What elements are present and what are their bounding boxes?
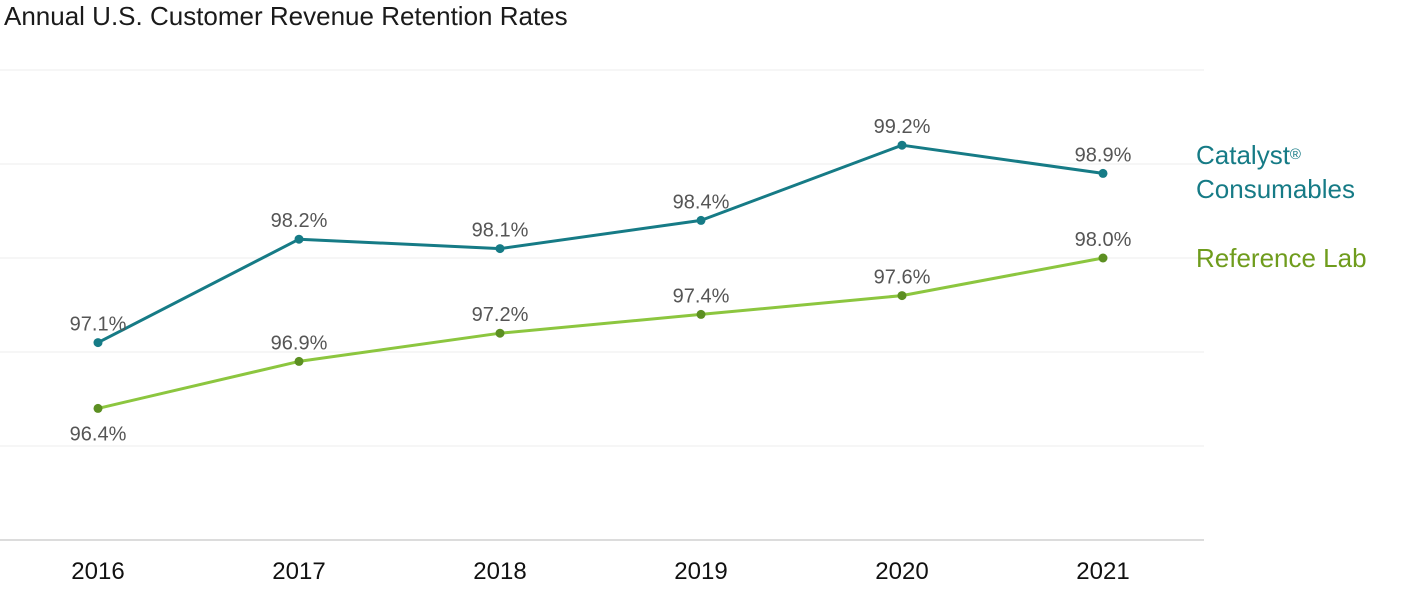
series-line-reference-lab: [97, 256, 1104, 410]
x-tick-label: 2021: [1076, 558, 1129, 585]
data-label-reference-lab: 97.2%: [472, 304, 529, 326]
data-point-catalyst: [93, 338, 103, 348]
gridlines: [0, 69, 1204, 447]
data-label-reference-lab: 97.6%: [874, 267, 931, 289]
data-point-catalyst: [897, 140, 907, 150]
data-point-catalyst: [294, 234, 304, 244]
x-tick-label: 2017: [272, 558, 325, 585]
data-label-reference-lab: 98.0%: [1075, 229, 1132, 251]
data-label-catalyst: 98.4%: [673, 191, 730, 213]
registered-mark: ®: [1289, 146, 1301, 163]
data-label-catalyst: 98.1%: [472, 220, 529, 242]
x-tick-label: 2016: [71, 558, 124, 585]
data-point-reference-lab: [1098, 253, 1108, 263]
legend-catalyst-label-line2: Consumables: [1196, 174, 1355, 204]
data-label-reference-lab: 96.4%: [70, 423, 127, 445]
data-point-catalyst: [1098, 168, 1108, 178]
series-lines: [97, 143, 1104, 410]
data-point-reference-lab: [696, 309, 706, 319]
series-points: [93, 140, 1108, 413]
data-labels: 97.1% 98.2% 98.1% 98.4% 99.2% 98.9% 96.4% 96.9%…: [70, 116, 1132, 445]
x-tick-label: 2020: [875, 558, 928, 585]
x-tick-label: 2018: [473, 558, 526, 585]
x-tick-labels: 2016 2017 2018 2019 2020 2021: [71, 558, 1129, 585]
data-label-catalyst: 97.1%: [70, 314, 127, 336]
data-point-reference-lab: [897, 291, 907, 301]
data-point-catalyst: [495, 244, 505, 254]
data-label-catalyst: 98.9%: [1075, 144, 1132, 166]
series-line-catalyst: [97, 143, 1104, 344]
legend-catalyst-label: Catalyst: [1196, 140, 1290, 170]
legend-catalyst-consumables: Catalyst® Consumables: [1196, 138, 1355, 206]
data-point-reference-lab: [93, 403, 103, 413]
data-point-reference-lab: [495, 328, 505, 338]
x-tick-label: 2019: [674, 558, 727, 585]
data-point-catalyst: [696, 215, 706, 225]
data-label-catalyst: 98.2%: [271, 210, 328, 232]
data-label-catalyst: 99.2%: [874, 116, 931, 138]
legend-reference-lab: Reference Lab: [1196, 243, 1367, 273]
data-label-reference-lab: 97.4%: [673, 285, 730, 307]
data-label-reference-lab: 96.9%: [271, 332, 328, 354]
chart-title: Annual U.S. Customer Revenue Retention R…: [4, 1, 568, 31]
data-point-reference-lab: [294, 356, 304, 366]
